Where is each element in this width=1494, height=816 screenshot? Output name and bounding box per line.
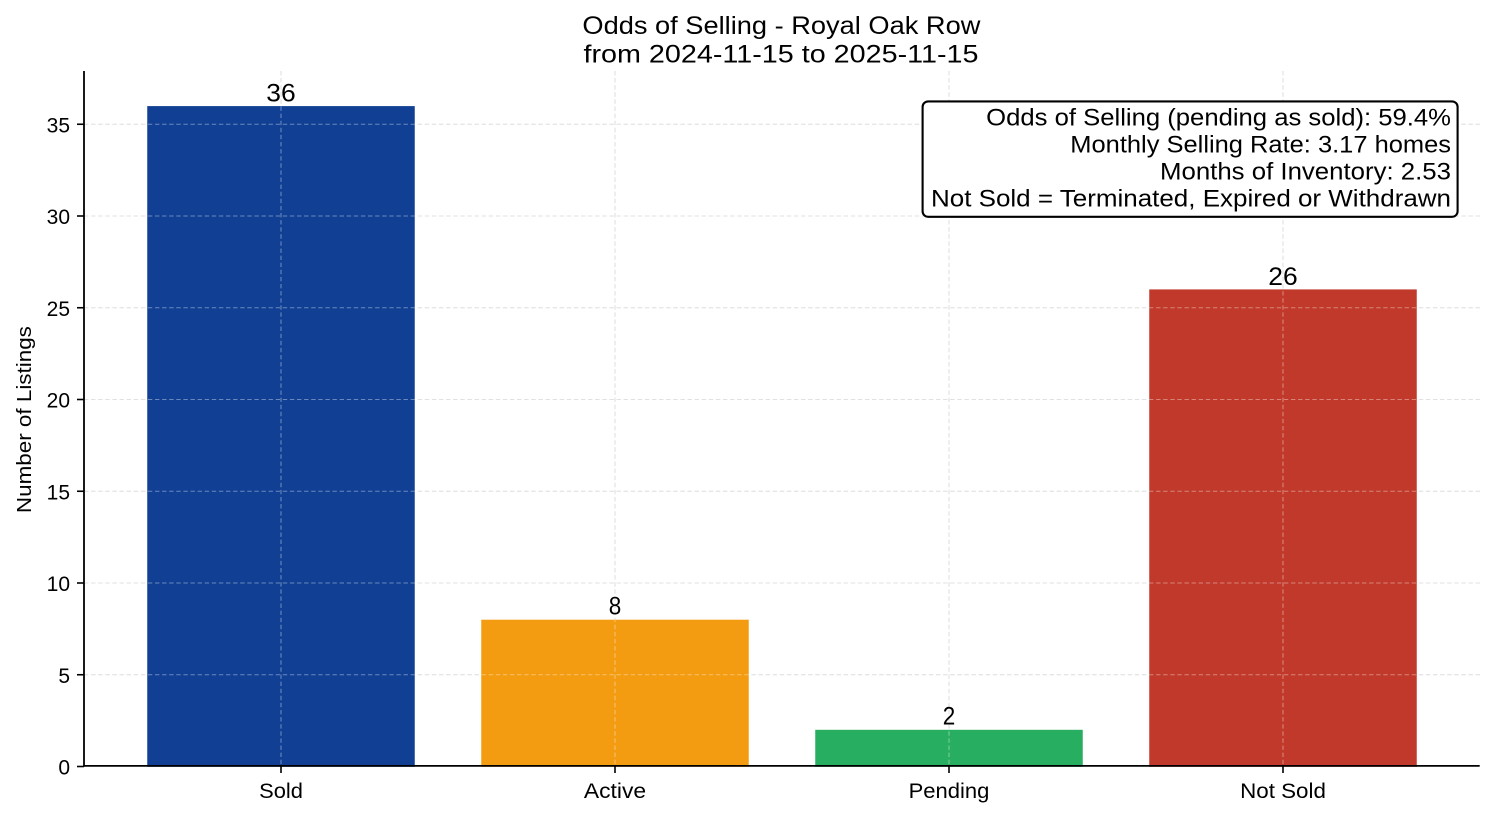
svg-text:36: 36: [266, 80, 295, 108]
svg-text:5: 5: [58, 665, 70, 688]
svg-text:Pending: Pending: [909, 780, 990, 803]
svg-text:Sold: Sold: [259, 780, 303, 803]
svg-text:20: 20: [47, 390, 70, 413]
svg-text:25: 25: [47, 298, 70, 321]
svg-text:Months of Inventory: 2.53: Months of Inventory: 2.53: [1160, 159, 1451, 186]
svg-text:Odds of Selling (pending as so: Odds of Selling (pending as sold): 59.4%: [986, 104, 1451, 131]
svg-text:0: 0: [58, 757, 70, 780]
svg-text:Monthly Selling Rate: 3.17 hom: Monthly Selling Rate: 3.17 homes: [1070, 131, 1451, 158]
svg-text:30: 30: [47, 206, 70, 229]
svg-text:15: 15: [47, 481, 70, 504]
svg-text:26: 26: [1268, 263, 1297, 291]
svg-text:from 2024-11-15 to 2025-11-15: from 2024-11-15 to 2025-11-15: [584, 41, 979, 69]
svg-text:2: 2: [943, 703, 956, 731]
svg-text:Number of Listings: Number of Listings: [14, 326, 36, 513]
svg-text:8: 8: [609, 593, 622, 621]
svg-text:35: 35: [47, 114, 70, 137]
svg-text:Odds of Selling - Royal Oak Ro: Odds of Selling - Royal Oak Row: [582, 12, 981, 40]
svg-text:Not Sold: Not Sold: [1240, 780, 1326, 803]
svg-text:Not Sold = Terminated, Expired: Not Sold = Terminated, Expired or Withdr…: [931, 186, 1451, 213]
svg-text:Active: Active: [584, 780, 646, 803]
svg-text:10: 10: [47, 573, 70, 596]
